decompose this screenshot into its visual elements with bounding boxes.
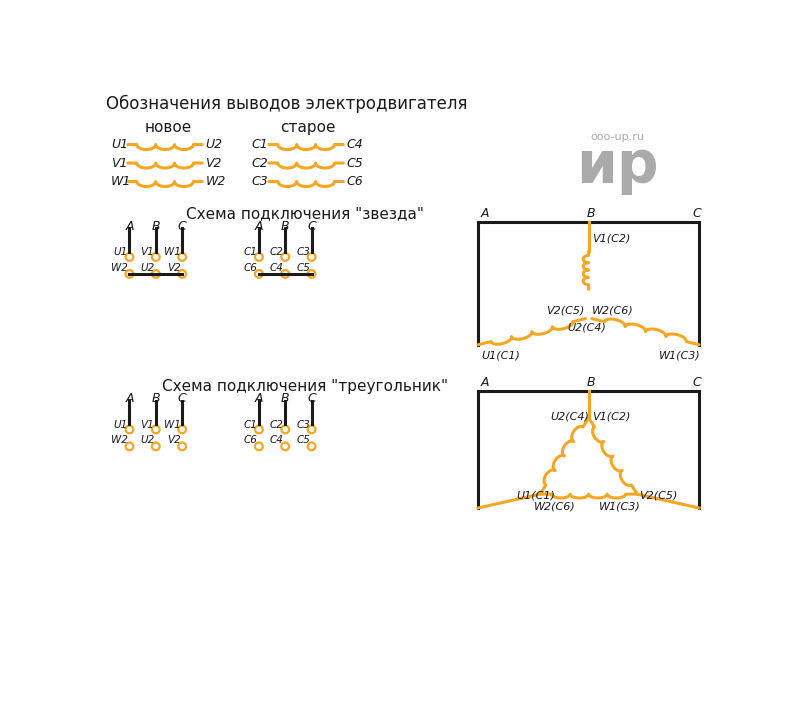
Text: U2(C4): U2(C4) <box>567 323 606 333</box>
Text: C2: C2 <box>270 247 284 258</box>
Text: C: C <box>693 207 702 220</box>
Text: W1(C3): W1(C3) <box>598 501 640 511</box>
Text: W2: W2 <box>111 263 128 272</box>
Text: C4: C4 <box>270 435 284 445</box>
Text: B: B <box>151 220 160 233</box>
Text: Обозначения выводов электродвигателя: Обозначения выводов электродвигателя <box>106 95 468 113</box>
Text: V2: V2 <box>167 435 181 445</box>
Text: V1: V1 <box>111 156 127 170</box>
Text: новое: новое <box>145 120 192 135</box>
Text: A: A <box>125 220 134 233</box>
Text: W2(C6): W2(C6) <box>592 306 634 316</box>
Text: C3: C3 <box>252 175 269 188</box>
Text: Схема подключения "звезда": Схема подключения "звезда" <box>186 206 424 221</box>
Text: B: B <box>281 220 290 233</box>
Text: U1: U1 <box>114 247 128 258</box>
Text: C1: C1 <box>243 420 258 430</box>
Text: U1(C1): U1(C1) <box>482 351 520 360</box>
Text: C2: C2 <box>252 156 269 170</box>
Text: W1(C3): W1(C3) <box>658 351 701 360</box>
Text: V1: V1 <box>141 247 154 258</box>
Text: C1: C1 <box>243 247 258 258</box>
Text: V2: V2 <box>206 156 222 170</box>
Text: C: C <box>178 392 186 406</box>
Text: C6: C6 <box>243 263 258 272</box>
Text: W1: W1 <box>164 420 181 430</box>
Text: B: B <box>586 377 595 389</box>
Text: W1: W1 <box>164 247 181 258</box>
Text: C: C <box>693 377 702 389</box>
Text: C2: C2 <box>270 420 284 430</box>
Text: V1(C2): V1(C2) <box>592 411 630 422</box>
Text: C6: C6 <box>243 435 258 445</box>
Text: C6: C6 <box>346 175 363 188</box>
Text: U2(C4): U2(C4) <box>550 411 589 422</box>
Text: U1: U1 <box>111 138 128 151</box>
Text: U1: U1 <box>114 420 128 430</box>
Text: C: C <box>307 392 316 406</box>
Text: C3: C3 <box>296 247 310 258</box>
Text: C5: C5 <box>346 156 363 170</box>
Text: старое: старое <box>280 120 335 135</box>
Text: C5: C5 <box>296 263 310 272</box>
Text: W2: W2 <box>111 435 128 445</box>
Text: B: B <box>586 207 595 220</box>
Text: B: B <box>151 392 160 406</box>
Text: A: A <box>254 392 263 406</box>
Text: C: C <box>178 220 186 233</box>
Text: W2(C6): W2(C6) <box>534 501 575 511</box>
Text: U2: U2 <box>206 138 222 151</box>
Text: V1(C2): V1(C2) <box>593 234 631 244</box>
Text: V2: V2 <box>167 263 181 272</box>
Text: B: B <box>281 392 290 406</box>
Text: A: A <box>481 207 489 220</box>
Text: ир: ир <box>576 139 659 196</box>
Text: C4: C4 <box>346 138 363 151</box>
Text: C1: C1 <box>252 138 269 151</box>
Text: W2: W2 <box>206 175 226 188</box>
Text: Схема подключения "треугольник": Схема подключения "треугольник" <box>162 379 449 394</box>
Text: A: A <box>254 220 263 233</box>
Text: C5: C5 <box>296 435 310 445</box>
Text: C4: C4 <box>270 263 284 272</box>
Text: V2(C5): V2(C5) <box>639 491 678 501</box>
Text: A: A <box>125 392 134 406</box>
Text: V1: V1 <box>141 420 154 430</box>
Text: C3: C3 <box>296 420 310 430</box>
Text: U2: U2 <box>140 435 154 445</box>
Text: C: C <box>307 220 316 233</box>
Text: ooo-up.ru: ooo-up.ru <box>590 132 645 142</box>
Text: U2: U2 <box>140 263 154 272</box>
Text: U1(C1): U1(C1) <box>517 491 556 501</box>
Text: A: A <box>481 377 489 389</box>
Text: W1: W1 <box>111 175 131 188</box>
Text: V2(C5): V2(C5) <box>546 306 584 316</box>
